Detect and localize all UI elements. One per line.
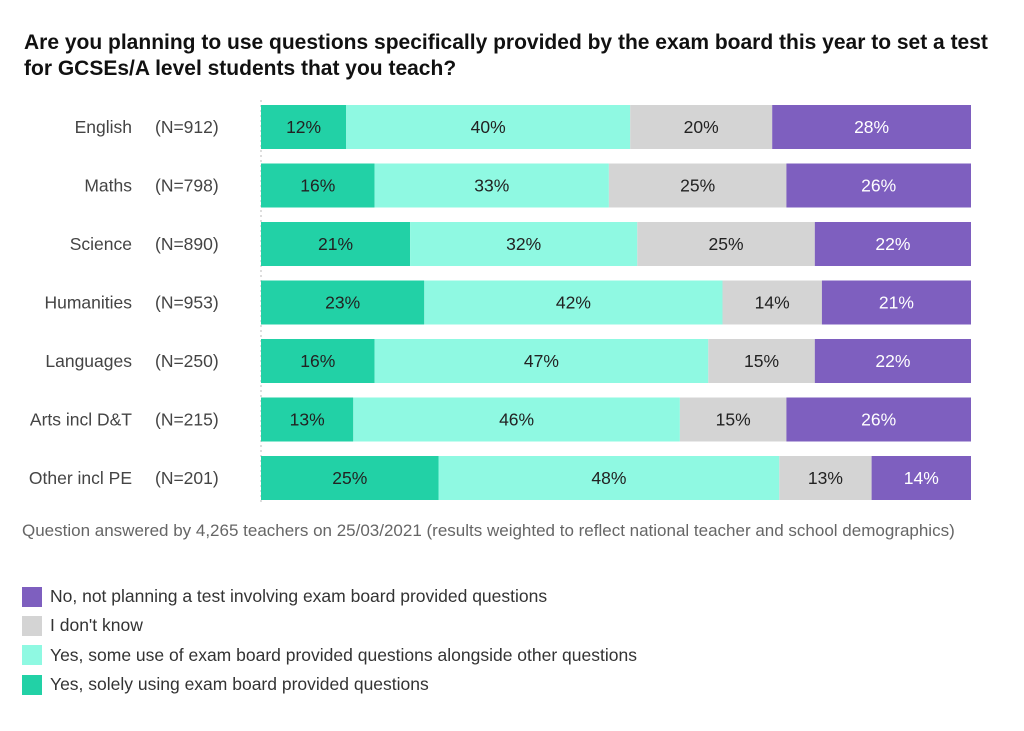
category-label: Languages (45, 351, 132, 371)
data-label: 21% (879, 293, 914, 313)
category-label: English (75, 117, 132, 137)
bar-segment (786, 163, 971, 208)
bar-segment (410, 222, 638, 266)
bar-segment (821, 280, 971, 325)
bar-segment (814, 222, 971, 266)
bar-segment (374, 339, 709, 383)
data-label: 16% (300, 351, 335, 371)
legend-swatch (22, 586, 42, 607)
bar-segment (786, 397, 971, 442)
data-label: 16% (300, 176, 335, 196)
bar-segment (353, 397, 680, 442)
bar-segment (346, 105, 631, 149)
bar-segment (630, 105, 773, 149)
data-label: 22% (875, 234, 910, 254)
data-label: 26% (861, 410, 896, 430)
bar-segment (261, 222, 411, 266)
category-label: Maths (84, 176, 132, 196)
n-label: (N=201) (155, 468, 219, 488)
bar-segment (679, 397, 787, 442)
bar-segment (772, 105, 971, 149)
bar-segment (779, 456, 872, 500)
legend-label: No, not planning a test involving exam b… (50, 586, 548, 607)
n-label: (N=912) (155, 117, 219, 137)
n-label: (N=250) (155, 351, 219, 371)
data-label: 13% (808, 468, 843, 488)
bar-segment (261, 105, 347, 149)
category-label: Other incl PE (29, 468, 132, 488)
data-label: 15% (744, 351, 779, 371)
data-label: 23% (325, 293, 360, 313)
legend-swatch (22, 615, 42, 636)
data-label: 25% (332, 468, 367, 488)
data-label: 22% (875, 351, 910, 371)
bar-segment (261, 280, 425, 325)
bar-segment (261, 163, 375, 208)
data-label: 12% (286, 117, 321, 137)
data-label: 40% (471, 117, 506, 137)
legend-item: Yes, solely using exam board provided qu… (22, 670, 637, 699)
legend-item: Yes, some use of exam board provided que… (22, 641, 637, 670)
n-label: (N=798) (155, 176, 219, 196)
bar-segment (424, 280, 723, 325)
bar-segment (708, 339, 815, 383)
data-label: 46% (499, 410, 534, 430)
bar-segment (261, 397, 354, 442)
legend-item: I don't know (22, 611, 637, 640)
data-label: 48% (591, 468, 626, 488)
data-label: 14% (755, 293, 790, 313)
bar-segment (438, 456, 780, 500)
n-label: (N=215) (155, 410, 219, 430)
chart-title: Are you planning to use questions specif… (24, 31, 988, 80)
bar-segment (261, 339, 375, 383)
data-label: 32% (506, 234, 541, 254)
stacked-bar-chart: English (N=912) 12% 40% 20% 28% Maths (N=798) 16… (29, 100, 971, 503)
data-label: 47% (524, 351, 559, 371)
legend-swatch (22, 674, 42, 695)
data-label: 21% (318, 234, 353, 254)
data-label: 13% (290, 410, 325, 430)
data-label: 20% (684, 117, 719, 137)
data-label: 42% (556, 293, 591, 313)
bar-segment (608, 163, 787, 208)
data-label: 26% (861, 176, 896, 196)
data-label: 33% (474, 176, 509, 196)
data-label: 28% (854, 117, 889, 137)
legend-swatch (22, 645, 42, 666)
legend-item: No, not planning a test involving exam b… (22, 582, 637, 611)
bar-segment (261, 456, 439, 500)
category-label: Arts incl D&T (30, 410, 132, 430)
bar-segment (722, 280, 822, 325)
data-label: 25% (709, 234, 744, 254)
category-label: Humanities (44, 293, 132, 313)
legend: No, not planning a test involving exam b… (22, 582, 637, 699)
legend-label: I don't know (50, 615, 143, 636)
chart-note: Question answered by 4,265 teachers on 2… (22, 521, 955, 540)
bar-segment (637, 222, 815, 266)
data-label: 15% (716, 410, 751, 430)
data-label: 25% (680, 176, 715, 196)
bar-segment (871, 456, 971, 500)
legend-label: Yes, some use of exam board provided que… (50, 644, 637, 665)
data-label: 14% (904, 468, 939, 488)
category-label: Science (70, 234, 132, 254)
n-label: (N=890) (155, 234, 219, 254)
bar-segment (814, 339, 971, 383)
legend-label: Yes, solely using exam board provided qu… (50, 674, 429, 695)
bar-segment (374, 163, 609, 208)
n-label: (N=953) (155, 293, 219, 313)
